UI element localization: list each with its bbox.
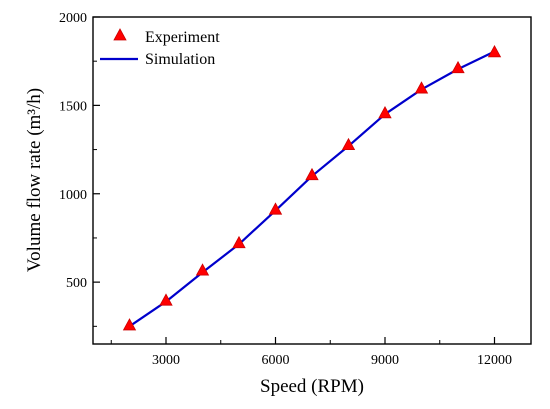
x-axis-title: Speed (RPM) <box>260 376 364 397</box>
y-axis: 500 1000 1500 2000 <box>59 11 100 327</box>
series-layer <box>122 45 502 331</box>
simulation-line <box>128 50 495 328</box>
experiment-point <box>341 137 356 151</box>
y-tick-label: 500 <box>66 276 87 291</box>
plot-frame <box>92 16 532 345</box>
x-tick-label: 6000 <box>262 353 290 368</box>
experiment-point <box>195 263 210 276</box>
y-tick-label: 1000 <box>59 188 87 203</box>
y-tick-label: 1500 <box>59 99 87 114</box>
legend-simulation-label: Simulation <box>145 51 215 68</box>
y-tick-label: 2000 <box>59 11 87 26</box>
x-axis: 3000 6000 9000 12000 <box>110 337 512 368</box>
y-axis-title: Volume flow rate (m³/h) <box>24 88 45 272</box>
experiment-point <box>378 105 392 119</box>
legend-experiment-marker <box>113 28 127 41</box>
experiment-point <box>451 60 465 74</box>
experiment-point <box>122 318 137 331</box>
x-tick-label: 12000 <box>477 353 512 368</box>
x-tick-label: 9000 <box>371 353 399 368</box>
experiment-point <box>159 293 173 306</box>
experiment-point <box>232 235 246 249</box>
experiment-point <box>305 167 319 181</box>
experiment-point <box>268 202 283 215</box>
legend-experiment-label: Experiment <box>145 29 220 46</box>
x-tick-label: 3000 <box>152 353 180 368</box>
experiment-point <box>487 45 502 58</box>
plot-area-border <box>92 16 532 345</box>
experiment-point <box>414 81 429 94</box>
legend: Experiment Simulation <box>100 28 220 68</box>
